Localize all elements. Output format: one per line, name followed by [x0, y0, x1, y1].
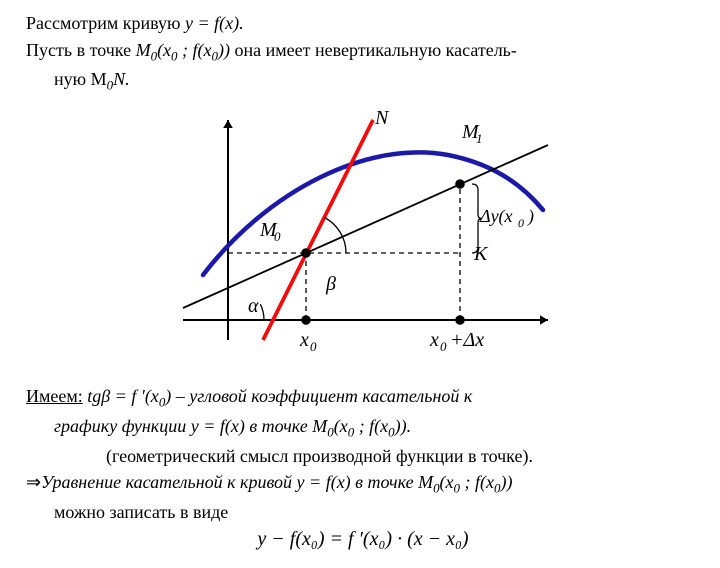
intro-line-1: Рассмотрим кривую y = f(x).	[26, 12, 700, 35]
have-label: Имеем:	[26, 386, 83, 406]
tangent-eq-line-2: можно записать в виде	[26, 501, 700, 524]
m0: M0(x0 ; f(x0))	[136, 40, 230, 60]
txt: Рассмотрим кривую	[26, 13, 185, 33]
intro-line-3: ную M0N.	[26, 68, 700, 94]
txt: ную M	[54, 69, 107, 89]
rest: она имеет невертикальную касатель-	[230, 40, 517, 60]
tangent-eq-line-1: ⇒Уравнение касательной к кривой y = f(x)…	[26, 471, 700, 497]
svg-text:N: N	[374, 107, 390, 129]
arrow-icon: ⇒	[26, 472, 41, 492]
svg-text:K: K	[473, 243, 489, 265]
diagram-container: NM1M0KΔy(x0)αβx0x0+Δx	[26, 100, 700, 375]
have-line-2: графику функции y = f(x) в точке M0(x0 ;…	[26, 415, 700, 441]
svg-text:β: β	[325, 273, 336, 295]
page-root: Рассмотрим кривую y = f(x). Пусть в точк…	[0, 0, 720, 568]
have-formula-b: ) – угловой коэффициент касательной к	[165, 386, 472, 406]
txt: Пусть в точке	[26, 40, 136, 60]
eq: y = f(x).	[185, 13, 244, 33]
svg-text:x0+Δx: x0+Δx	[429, 329, 484, 354]
tangent-secant-diagram: NM1M0KΔy(x0)αβx0x0+Δx	[148, 100, 578, 370]
final-eq-text: y − f(x₀) = f ′(x₀) · (x − x₀)	[257, 528, 468, 550]
have-line-1: Имеем: tgβ = f ′(x0) – угловой коэффицие…	[26, 385, 700, 411]
geom-line: (геометрический смысл производной функци…	[26, 445, 700, 468]
svg-text:α: α	[248, 295, 259, 317]
intro-line-2: Пусть в точке M0(x0 ; f(x0)) она имеет н…	[26, 39, 700, 65]
have-formula-a: tgβ = f ′(x	[83, 386, 159, 406]
